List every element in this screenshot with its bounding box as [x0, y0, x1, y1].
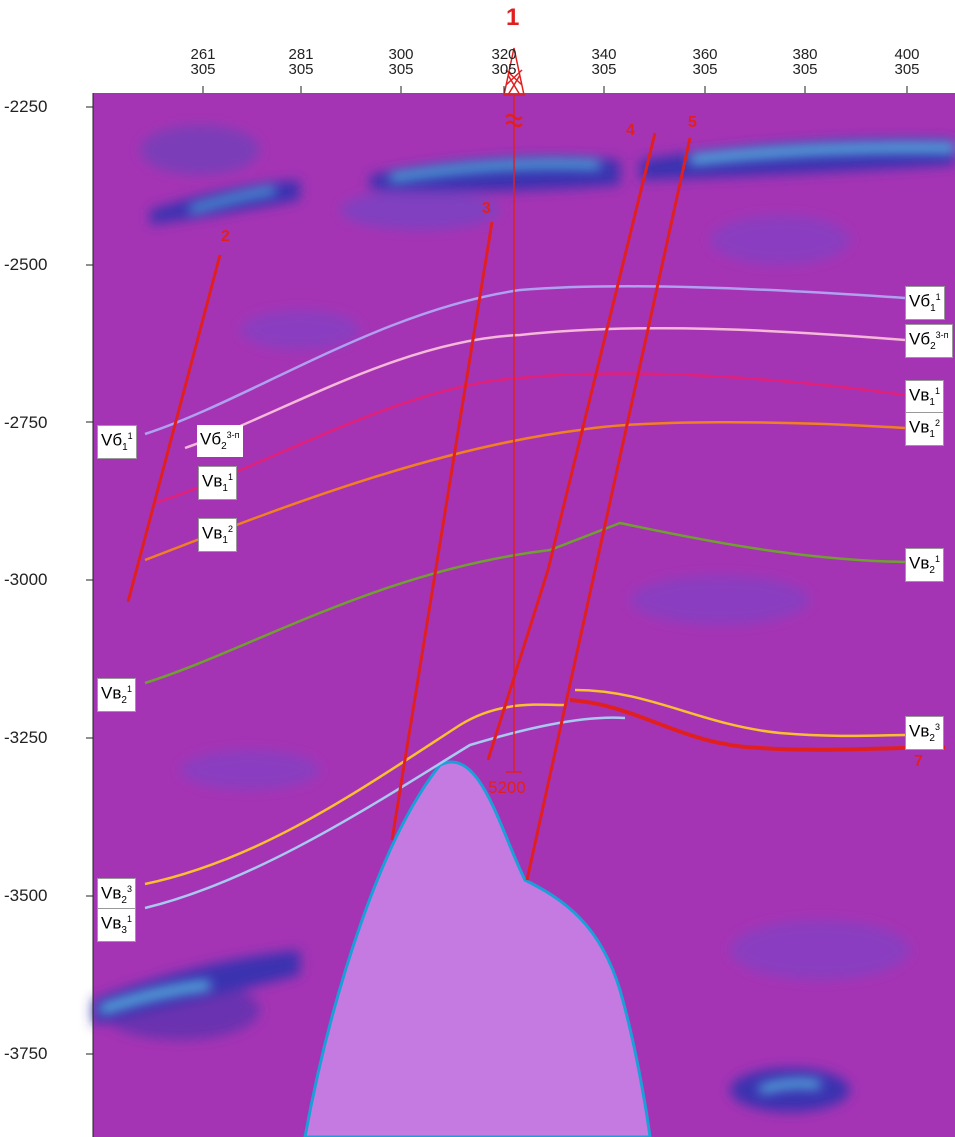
x-tick-bottom: 305 [183, 63, 223, 77]
y-tick-label: -3750 [4, 1044, 86, 1064]
x-tick-top: 360 [685, 48, 725, 62]
x-tick-bottom: 305 [785, 63, 825, 77]
x-tick-bottom: 305 [281, 63, 321, 77]
x-tick-top: 320 [484, 48, 524, 62]
horizon-label: Vв11 [198, 466, 237, 500]
horizon-label: Vв21 [905, 548, 944, 582]
y-tick-label: -2750 [4, 413, 86, 433]
well-number: 1 [506, 4, 519, 32]
fault-label: 3 [482, 200, 491, 218]
horizon-label: Vб11 [905, 286, 945, 320]
fault-label: 4 [626, 122, 635, 140]
horizon-label: Vб23-п [197, 425, 243, 457]
x-tick-top: 261 [183, 48, 223, 62]
x-tick-top: 340 [584, 48, 624, 62]
y-tick-label: -2250 [4, 97, 86, 117]
seismic-section: 1 5200 2 3 4 5 7 Vб11 Vб23-п Vв11 Vв12 V… [0, 0, 955, 1137]
horizon-label: Vв31 [97, 908, 136, 942]
x-tick-bottom: 305 [685, 63, 725, 77]
y-tick-label: -3250 [4, 728, 86, 748]
x-tick-top: 380 [785, 48, 825, 62]
section-canvas [0, 0, 955, 1137]
horizon-label: Vв12 [198, 518, 237, 552]
y-tick-label: -3000 [4, 570, 86, 590]
y-tick-label: -2500 [4, 255, 86, 275]
x-tick-top: 400 [887, 48, 927, 62]
horizon-label: Vв21 [97, 678, 136, 712]
horizon-label: Vв12 [905, 412, 944, 446]
x-tick-bottom: 305 [484, 63, 524, 77]
horizon-label: Vб11 [97, 425, 137, 459]
x-tick-bottom: 305 [887, 63, 927, 77]
x-ticks [203, 86, 907, 93]
fault-label: 2 [221, 228, 230, 246]
horizon-label: Vв23 [97, 878, 136, 912]
well-depth: 5200 [488, 778, 526, 798]
x-tick-bottom: 305 [584, 63, 624, 77]
x-tick-top: 281 [281, 48, 321, 62]
x-tick-top: 300 [381, 48, 421, 62]
fault-label: 7 [914, 753, 923, 771]
horizon-label: Vв23 [905, 716, 944, 750]
y-tick-label: -3500 [4, 886, 86, 906]
horizon-label: Vб23-п [905, 324, 953, 358]
x-tick-bottom: 305 [381, 63, 421, 77]
fault-label: 5 [688, 114, 697, 132]
horizon-label: Vв11 [905, 380, 944, 414]
y-ticks [86, 107, 93, 1054]
